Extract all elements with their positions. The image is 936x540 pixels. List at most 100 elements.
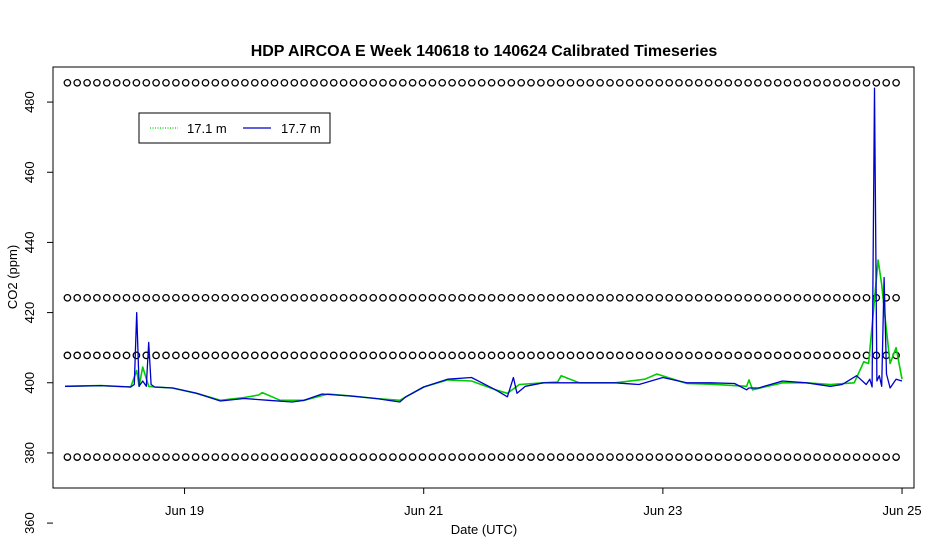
circle-marker [803, 351, 812, 360]
circle-marker [842, 293, 851, 302]
circle-marker [744, 351, 752, 360]
circle-marker [102, 453, 111, 461]
circle-marker [694, 351, 703, 360]
circle-marker [744, 453, 752, 461]
circle-marker [606, 351, 614, 360]
circle-row [63, 351, 900, 360]
circle-marker [793, 78, 802, 87]
circle-marker [872, 78, 881, 87]
circle-marker [833, 78, 841, 87]
circle-marker [260, 293, 269, 302]
circle-marker [280, 78, 289, 87]
circle-row [63, 293, 900, 302]
circle-marker [487, 453, 496, 461]
circle-marker [823, 453, 831, 461]
circle-marker [556, 78, 565, 87]
series-line-17-1-m [64, 259, 903, 402]
circle-marker [635, 78, 644, 87]
circle-marker [803, 453, 812, 461]
circle-marker [704, 78, 713, 87]
circle-marker [73, 293, 82, 302]
circle-marker [379, 78, 387, 87]
circle-marker [586, 78, 595, 87]
circle-marker [359, 453, 368, 461]
circle-marker [783, 453, 792, 461]
circle-marker [754, 351, 762, 360]
circle-marker [73, 78, 82, 87]
circle-marker [339, 351, 348, 360]
circle-marker [93, 453, 101, 461]
circle-marker [842, 78, 851, 87]
circle-marker [467, 453, 476, 461]
circle-marker [625, 293, 634, 302]
circle-marker [477, 293, 486, 302]
circle-marker [280, 351, 289, 360]
circle-marker [320, 351, 328, 360]
circle-marker [645, 453, 654, 461]
circle-marker [102, 351, 111, 360]
circle-marker [813, 351, 821, 360]
circle-marker [300, 293, 308, 302]
circle-marker [576, 78, 585, 87]
circle-marker [241, 78, 249, 87]
y-tick-label: 460 [22, 161, 37, 183]
circle-marker [635, 293, 644, 302]
circle-marker [586, 351, 595, 360]
circle-marker [507, 453, 516, 461]
circle-marker [398, 453, 407, 461]
circle-marker [685, 293, 693, 302]
circle-marker [773, 78, 782, 87]
circle-marker [862, 78, 871, 87]
circle-marker [172, 293, 180, 302]
circle-marker [290, 351, 299, 360]
circle-marker [586, 453, 595, 461]
circle-marker [655, 293, 664, 302]
circle-marker [734, 293, 743, 302]
circle-marker [408, 293, 417, 302]
circle-marker [408, 78, 417, 87]
circle-marker [389, 453, 397, 461]
circle-marker [398, 351, 407, 360]
circle-marker [566, 78, 575, 87]
y-axis: 360 380 400 420 440 460 480 [22, 91, 53, 534]
circle-marker [714, 78, 723, 87]
circle-marker [349, 78, 358, 87]
circle-marker [122, 351, 131, 360]
circle-marker [527, 293, 535, 302]
circle-marker [576, 453, 585, 461]
circle-marker [556, 351, 565, 360]
circle-marker [270, 293, 279, 302]
x-tick-label: Jun 23 [643, 503, 682, 518]
circle-marker [842, 351, 851, 360]
circle-marker [833, 351, 841, 360]
circle-marker [132, 351, 141, 360]
circle-row [63, 78, 900, 87]
circle-marker [359, 351, 368, 360]
circle-marker [310, 351, 318, 360]
circle-marker [477, 351, 486, 360]
circle-marker [290, 293, 299, 302]
circle-marker [83, 78, 91, 87]
circle-marker [172, 351, 180, 360]
circle-marker [418, 78, 427, 87]
circle-marker [211, 351, 220, 360]
circle-marker [606, 78, 614, 87]
circle-marker [63, 453, 72, 461]
circle-marker [142, 453, 151, 461]
circle-marker [221, 293, 230, 302]
circle-marker [418, 293, 427, 302]
circle-marker [665, 453, 674, 461]
circle-marker [734, 351, 743, 360]
circle-marker [379, 351, 387, 360]
circle-marker [882, 78, 891, 87]
circle-marker [783, 351, 792, 360]
circle-marker [458, 293, 466, 302]
circle-marker [862, 453, 871, 461]
circle-marker [615, 293, 624, 302]
circle-marker [162, 78, 170, 87]
circle-marker [329, 453, 338, 461]
circle-marker [862, 293, 871, 302]
circle-marker [566, 453, 575, 461]
circle-marker [477, 453, 486, 461]
